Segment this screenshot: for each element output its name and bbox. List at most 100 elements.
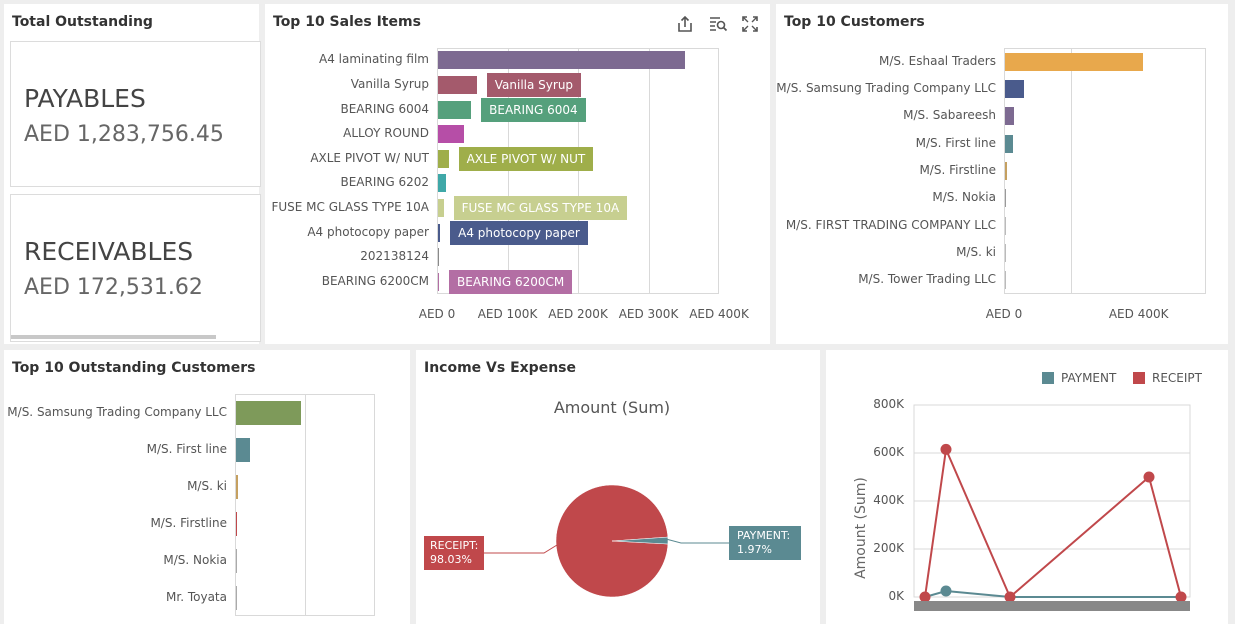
line-chart-plot[interactable] [826,350,1228,624]
bar[interactable] [438,174,447,193]
bar[interactable] [1005,52,1144,71]
legend-payment-swatch[interactable] [1042,372,1054,384]
axis-tick-label: AED 100K [477,307,538,321]
category-label: M/S. Sabareesh [903,108,996,123]
bar[interactable] [236,511,237,536]
y-tick-label: 200K [873,541,904,555]
receipt-line[interactable] [924,445,1182,599]
bar[interactable] [1005,80,1024,98]
scrollbar[interactable] [11,335,216,339]
bar[interactable] [438,51,685,70]
bar[interactable] [236,585,237,610]
customers-plot-area [1004,48,1206,294]
income-expense-title: Income Vs Expense [424,360,576,376]
payment-point[interactable] [940,585,952,597]
y-tick-label: 800K [873,397,904,411]
payment-line[interactable] [924,589,1181,598]
inspect-icon[interactable] [708,14,728,34]
income-expense-pie[interactable] [416,350,820,624]
bar[interactable] [1005,271,1006,290]
category-label: Vanilla Syrup [350,76,429,91]
y-tick-label: 0K [888,589,904,603]
total-outstanding-card: Total Outstanding PAYABLES AED 1,283,756… [4,4,261,344]
gridline [507,48,509,294]
category-label: M/S. Nokia [932,190,996,205]
legend-receipt-label[interactable]: RECEIPT [1152,371,1202,385]
receipt-callout: RECEIPT: 98.03% [424,536,484,570]
receipt-point[interactable] [1004,591,1016,603]
category-label: FUSE MC GLASS TYPE 10A [271,199,429,214]
category-label: BEARING 6202 [340,175,429,190]
top-outstanding-title: Top 10 Outstanding Customers [12,360,256,376]
bar[interactable] [438,248,439,267]
receivables-label: RECEIVABLES [24,237,194,266]
axis-tick-label: AED 0 [985,307,1023,321]
gridline [578,48,579,294]
bar[interactable] [438,223,441,242]
payment-callout-label: PAYMENT: [737,529,791,542]
bar[interactable] [1005,162,1008,180]
bar[interactable] [438,125,465,144]
payment-callout: PAYMENT: 1.97% [729,526,801,560]
category-label: AXLE PIVOT W/ NUT [310,150,429,165]
maximize-icon[interactable] [740,14,760,34]
top-sales-title: Top 10 Sales Items [273,14,421,30]
bar[interactable] [438,198,444,217]
gridline [648,48,650,294]
receipt-point[interactable] [1143,471,1155,483]
category-label: ALLOY ROUND [343,126,429,141]
pie-title: Amount (Sum) [553,398,671,417]
top-customers-card: Top 10 Customers M/S. Eshaal Traders M/S.… [776,4,1228,344]
receipt-point[interactable] [1175,591,1187,603]
data-label: FUSE MC GLASS TYPE 10A [453,195,628,220]
bar[interactable] [1005,107,1015,126]
category-label: M/S. First line [146,441,227,456]
bar[interactable] [438,75,477,94]
bar[interactable] [1005,244,1006,262]
top-customers-title: Top 10 Customers [784,14,925,30]
bar[interactable] [1005,134,1014,153]
export-icon[interactable] [675,14,695,34]
category-label: M/S. Firstline [150,515,227,530]
receipt-point[interactable] [919,591,931,603]
bar[interactable] [236,437,250,462]
range-selector-scrollbar[interactable] [914,601,1190,611]
bar[interactable] [438,100,472,119]
bar[interactable] [1005,216,1006,235]
top-outstanding-card: Top 10 Outstanding Customers M/S. Samsun… [4,350,410,624]
legend-receipt-swatch[interactable] [1133,372,1145,384]
category-label: M/S. ki [956,245,996,259]
payment-callout-pct: 1.97% [737,543,772,556]
category-label: A4 photocopy paper [307,224,429,239]
payables-tile[interactable]: PAYABLES AED 1,283,756.45 [10,41,261,187]
data-label: BEARING 6004 [481,97,586,122]
receipt-leader-line [484,544,558,554]
receipt-slice[interactable] [555,484,669,598]
total-outstanding-title: Total Outstanding [12,14,153,30]
receivables-tile[interactable]: RECEIVABLES AED 172,531.62 [10,194,261,342]
bar[interactable] [236,474,239,499]
bar[interactable] [1005,189,1006,208]
payment-leader-line [665,538,729,544]
axis-tick-label: AED 200K [548,307,608,321]
receivables-value: AED 172,531.62 [24,275,203,300]
axis-tick-label: AED 0 [418,307,456,321]
receipt-point[interactable] [940,443,952,455]
bar[interactable] [236,548,237,573]
bar[interactable] [438,272,439,291]
payables-value: AED 1,283,756.45 [24,122,224,147]
gridline [305,394,306,616]
category-label: BEARING 6004 [340,101,429,116]
legend-payment-label[interactable]: PAYMENT [1061,371,1117,385]
category-label: M/S. FIRST TRADING COMPANY LLC [785,217,996,232]
income-expense-card: Income Vs Expense Amount (Sum) RECEIPT: … [416,350,820,624]
bar[interactable] [236,400,302,425]
bar[interactable] [438,149,449,168]
payables-label: PAYABLES [24,84,146,113]
category-label: M/S. Nokia [163,552,227,567]
receipt-callout-pct: 98.03% [430,553,472,566]
payment-slice[interactable] [611,536,669,545]
axis-tick-label: AED 400K [1108,307,1169,321]
gridline [1071,48,1073,294]
axis-tick-label: AED 300K [618,307,679,321]
